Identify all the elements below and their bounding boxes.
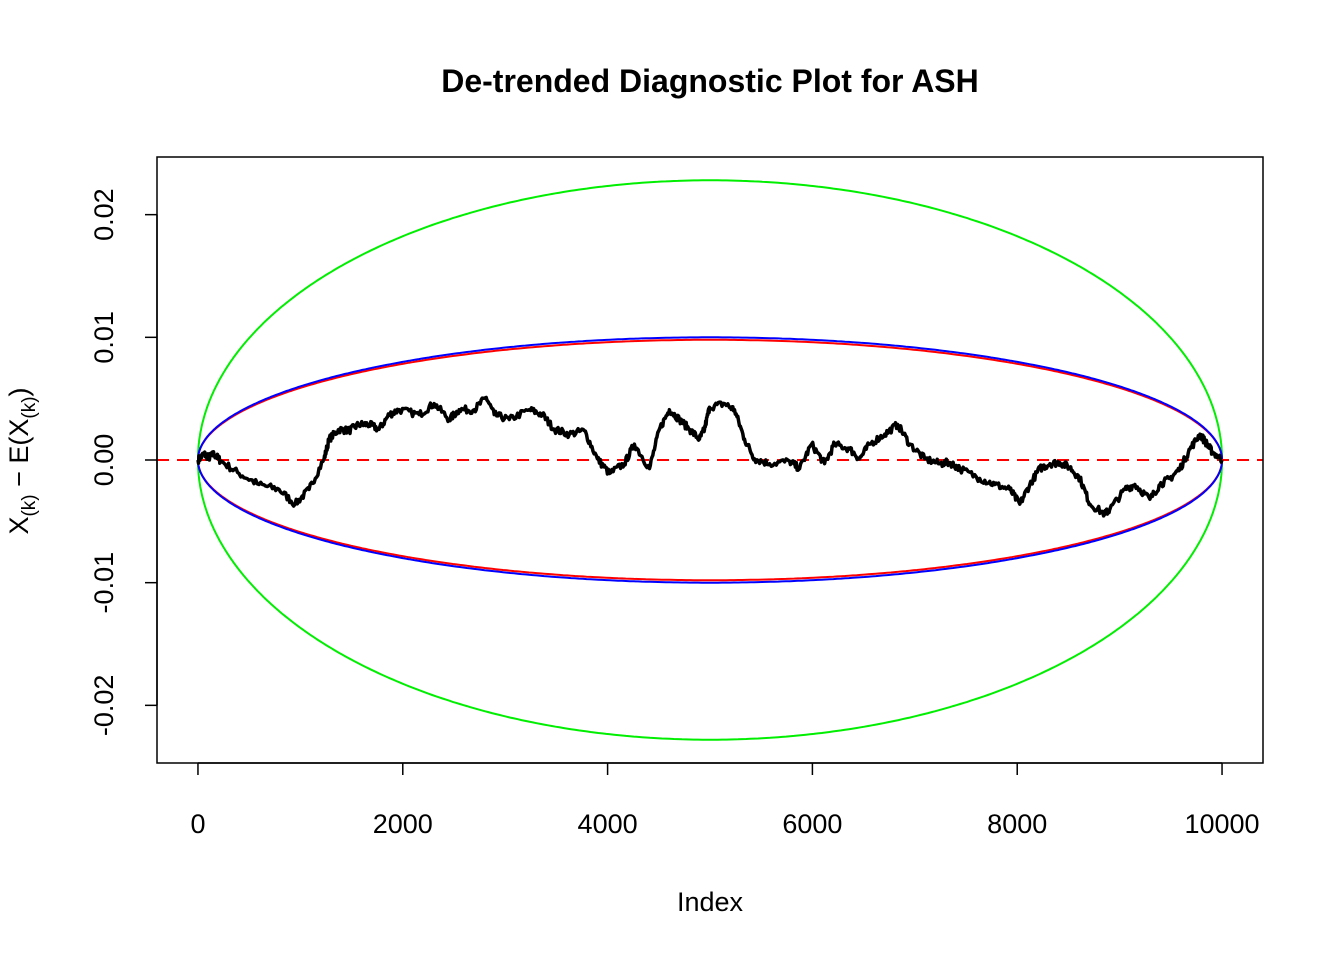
x-axis-label: Index	[677, 887, 744, 917]
x-tick-label: 4000	[578, 809, 638, 839]
envelope-lower-1	[197, 460, 1223, 582]
envelope-upper-2	[197, 336, 1223, 460]
x-axis: 0 2000 4000 6000 8000 10000	[190, 762, 1260, 839]
x-tick-label: 0	[190, 809, 205, 839]
envelope-upper-0	[197, 179, 1223, 460]
y-axis-label: X(k) − E(X(k))	[4, 387, 40, 534]
envelope-upper-1	[197, 338, 1223, 460]
x-tick-label: 8000	[987, 809, 1047, 839]
plot-area	[157, 179, 1263, 741]
y-tick-label: 0.00	[89, 434, 119, 487]
chart-title: De-trended Diagnostic Plot for ASH	[441, 63, 979, 99]
x-tick-label: 2000	[373, 809, 433, 839]
y-tick-label: 0.02	[89, 188, 119, 241]
y-tick-label: -0.02	[89, 675, 119, 737]
y-tick-label: 0.01	[89, 311, 119, 364]
y-axis: -0.02 -0.01 0.00 0.01 0.02	[89, 188, 158, 737]
envelope-lower-2	[197, 460, 1223, 584]
series-line	[196, 395, 1224, 518]
y-tick-label: -0.01	[89, 552, 119, 614]
x-tick-label: 10000	[1184, 809, 1259, 839]
envelope-lower-0	[197, 460, 1223, 741]
x-tick-label: 6000	[782, 809, 842, 839]
